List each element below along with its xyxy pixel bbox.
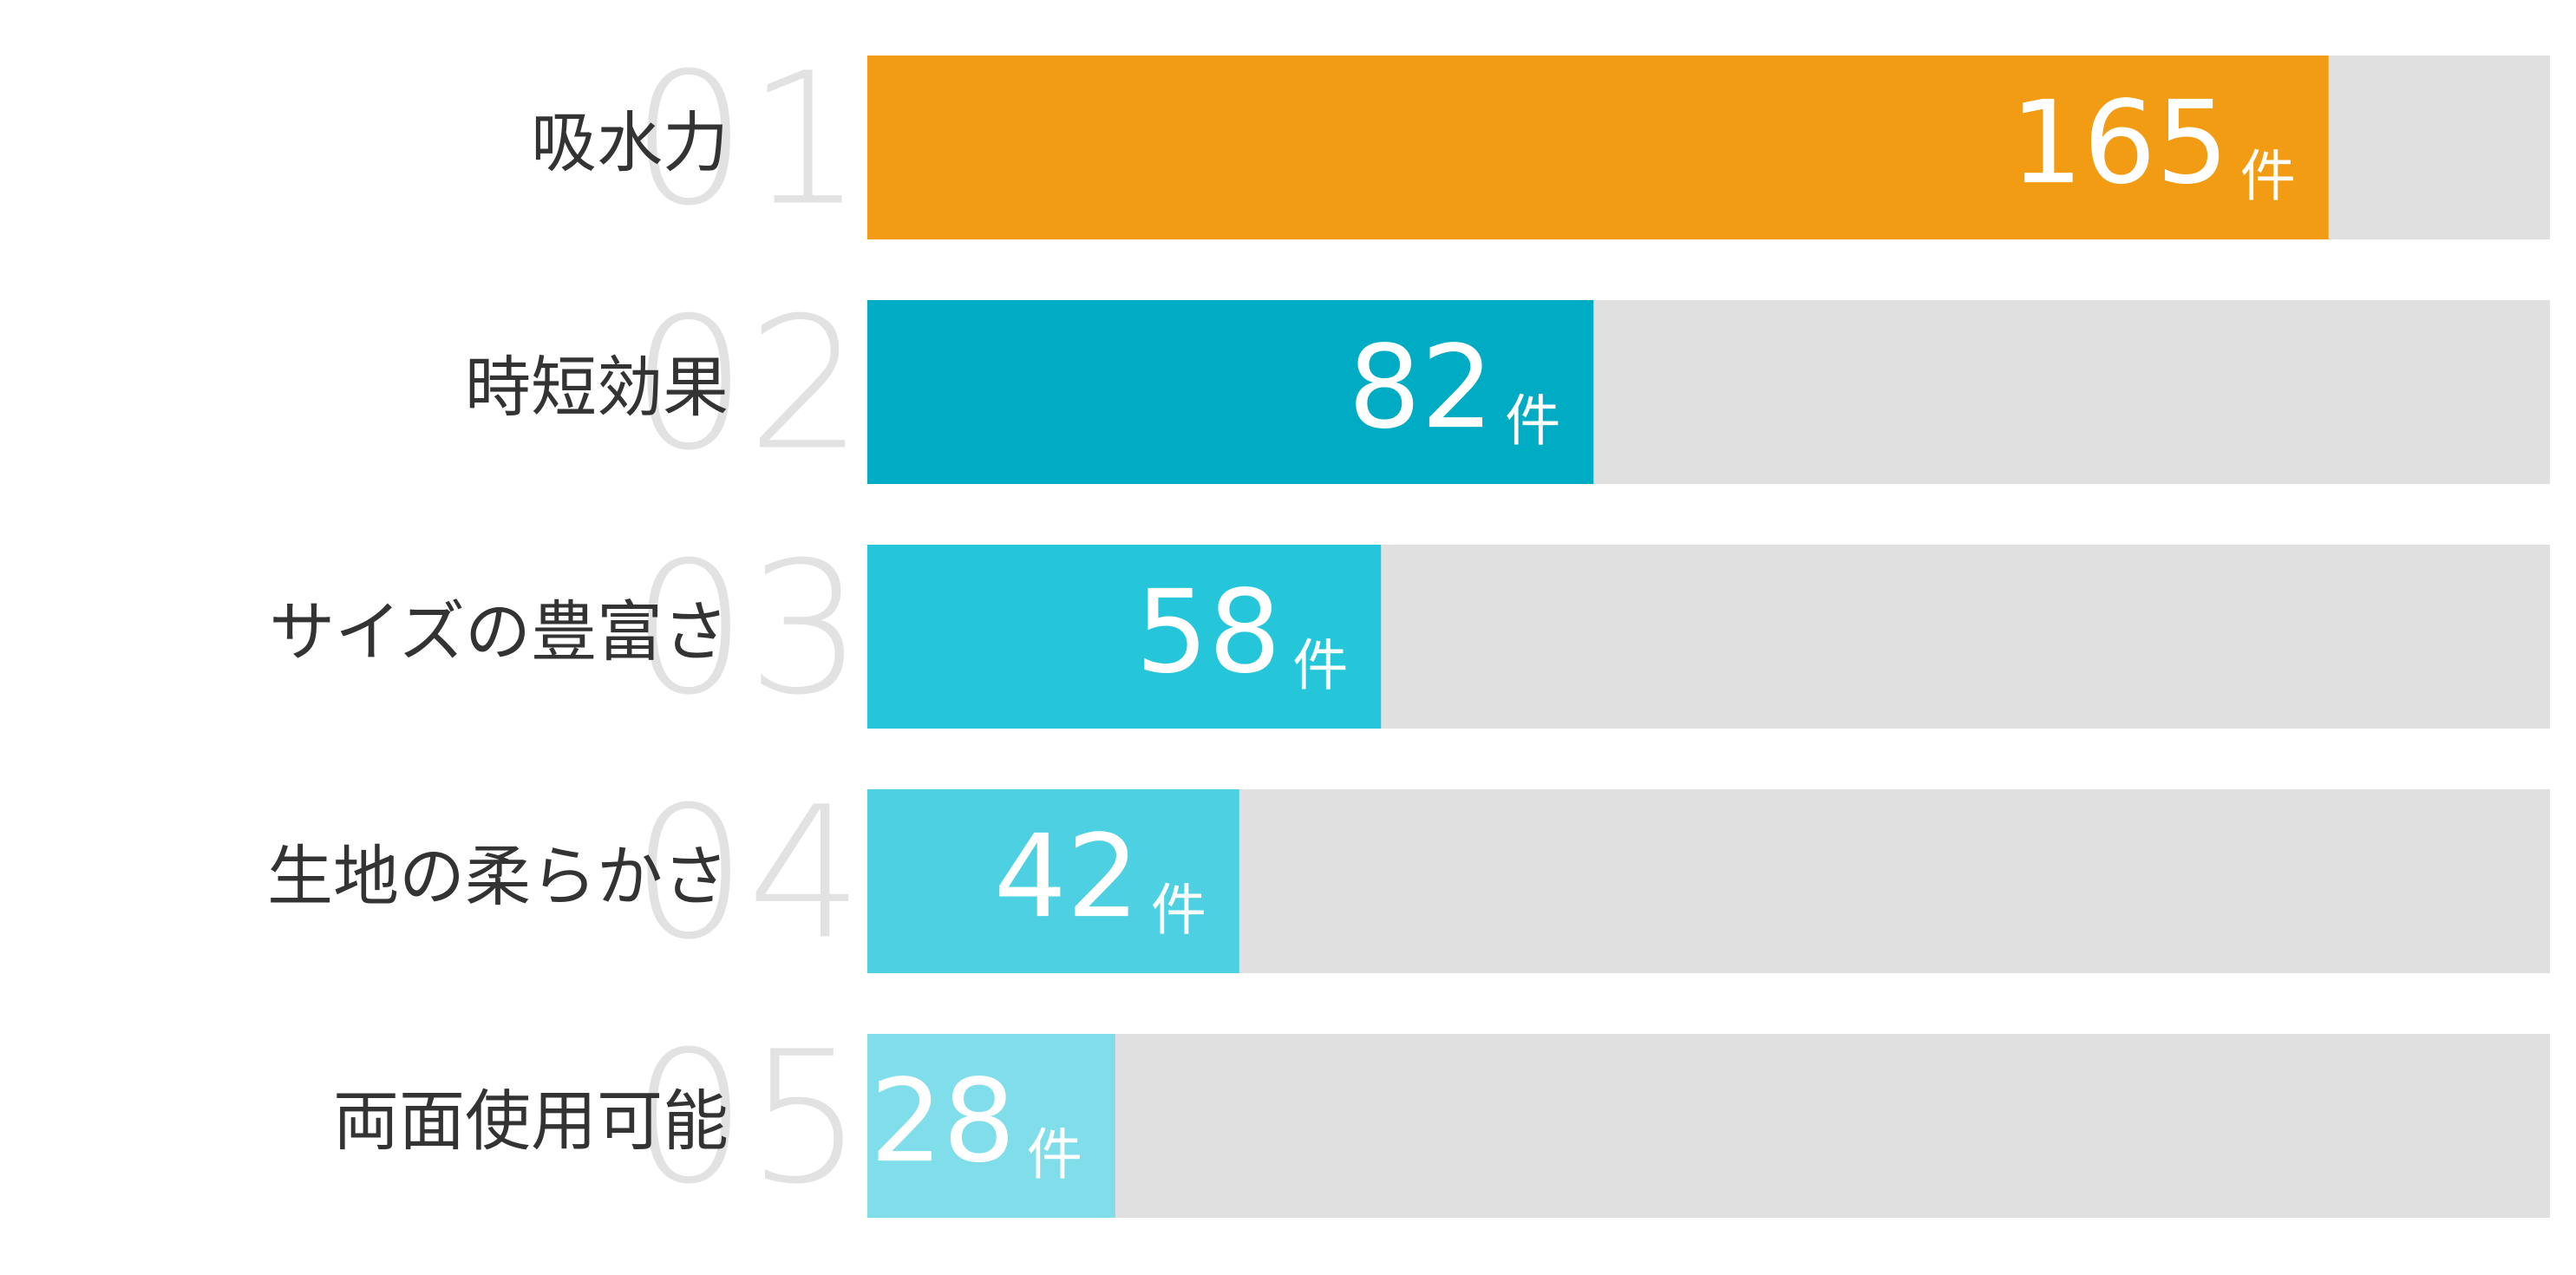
rank-number: 01 (631, 34, 863, 246)
value-unit: 件 (1027, 1124, 1082, 1188)
category-label: サイズの豊富さ (269, 593, 729, 670)
rank-number: 05 (631, 1012, 863, 1225)
bar-track (867, 1034, 2550, 1218)
category-label: 吸水力 (531, 104, 729, 181)
value-label: 165 (2010, 76, 2229, 210)
bar (867, 56, 2329, 239)
category-label: 両面使用可能 (333, 1082, 729, 1160)
rank-number: 03 (631, 523, 863, 736)
value-unit: 件 (2240, 146, 2296, 210)
bar (867, 545, 1382, 729)
value-unit: 件 (1505, 390, 1560, 454)
bar (867, 300, 1594, 484)
category-label: 生地の柔らかさ (267, 838, 729, 915)
value-label: 42 (994, 810, 1140, 944)
rank-number: 02 (631, 278, 863, 491)
bar (867, 789, 1239, 973)
value-unit: 件 (1151, 879, 1206, 944)
bar (867, 1034, 1115, 1218)
rank-number: 04 (631, 768, 863, 980)
category-label: 時短効果 (465, 349, 729, 426)
value-unit: 件 (1292, 635, 1348, 699)
value-label: 58 (1135, 566, 1281, 699)
value-label: 28 (870, 1055, 1016, 1188)
value-label: 82 (1348, 321, 1494, 454)
